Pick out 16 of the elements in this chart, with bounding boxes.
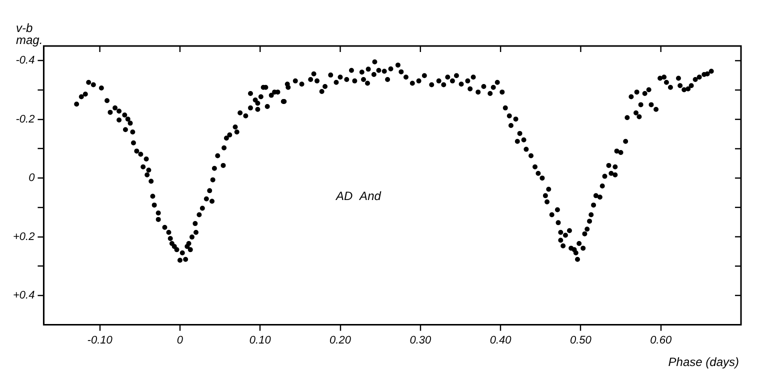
x-tick-label: 0.60 <box>650 334 672 346</box>
x-axis-title: Phase (days) <box>668 355 739 369</box>
x-tick-label: 0.20 <box>330 334 352 346</box>
x-tick-label: 0.40 <box>490 334 512 346</box>
x-tick-label: 0 <box>176 334 184 346</box>
x-tick-label: -0.10 <box>87 334 114 346</box>
x-tick-label: 0.10 <box>249 334 272 346</box>
x-tick-label: 0.50 <box>570 334 592 346</box>
y-tick-label: 0 <box>28 172 36 184</box>
x-tick-label: 0.30 <box>410 334 432 346</box>
y-tick-label: +0.2 <box>12 230 35 243</box>
y-tick-label: -0.2 <box>16 113 35 126</box>
y-tick-label: +0.4 <box>12 290 35 302</box>
y-tick-label: -0.4 <box>16 54 35 67</box>
y-axis-title: v-b mag. <box>16 21 44 47</box>
annotation: AD And <box>336 189 381 203</box>
